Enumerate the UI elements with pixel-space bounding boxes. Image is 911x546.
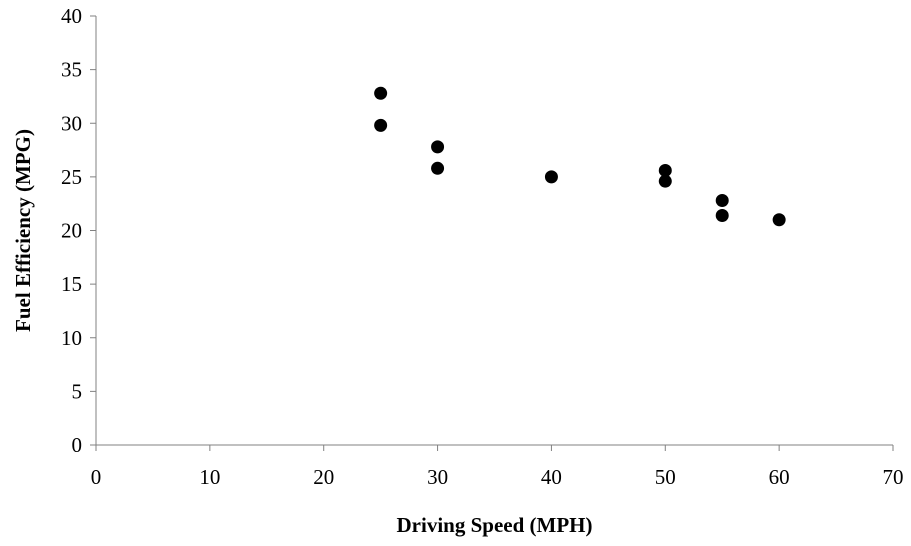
data-point <box>658 163 672 177</box>
y-tick-label: 20 <box>61 219 82 243</box>
y-tick-label: 35 <box>61 58 82 82</box>
x-tick-label: 40 <box>541 465 562 489</box>
data-point <box>431 140 445 154</box>
y-axis-ticks: 0 5 10 15 20 25 30 35 40 <box>61 4 96 457</box>
y-tick-label: 25 <box>61 165 82 189</box>
y-tick-label: 40 <box>61 4 82 28</box>
data-point <box>715 208 729 222</box>
data-point <box>772 213 786 227</box>
data-point <box>715 193 729 207</box>
x-tick-label: 30 <box>427 465 448 489</box>
x-tick-label: 70 <box>883 465 904 489</box>
data-point <box>374 86 388 100</box>
y-tick-label: 5 <box>72 379 83 403</box>
data-point <box>374 118 388 132</box>
x-tick-label: 50 <box>655 465 676 489</box>
x-tick-label: 0 <box>91 465 102 489</box>
y-tick-label: 15 <box>61 272 82 296</box>
y-tick-label: 10 <box>61 326 82 350</box>
x-axis-title: Driving Speed (MPH) <box>397 513 593 537</box>
x-tick-label: 10 <box>199 465 220 489</box>
data-point <box>658 174 672 188</box>
data-point <box>544 170 558 184</box>
y-tick-label: 0 <box>72 433 83 457</box>
x-axis-ticks: 0 10 20 30 40 50 60 70 <box>91 445 904 489</box>
x-tick-label: 60 <box>769 465 790 489</box>
y-axis-title: Fuel Efficiency (MPG) <box>11 129 35 332</box>
x-tick-label: 20 <box>313 465 334 489</box>
data-points <box>374 86 786 227</box>
data-point <box>431 161 445 175</box>
y-tick-label: 30 <box>61 111 82 135</box>
